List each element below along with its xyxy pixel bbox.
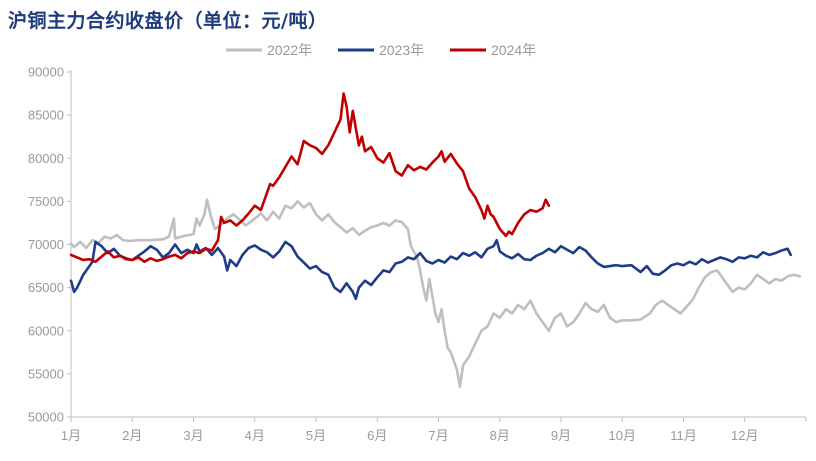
series-lines (69, 92, 802, 389)
y-tick-label: 50000 (28, 410, 64, 425)
x-tick-label: 8月 (490, 428, 510, 443)
y-tick-label: 80000 (28, 151, 64, 166)
legend-label: 2022年 (267, 42, 312, 58)
y-tick-label: 90000 (28, 65, 64, 80)
legend-item: 2024年 (450, 42, 536, 58)
x-tick-label: 4月 (245, 428, 265, 443)
y-tick-label: 75000 (28, 194, 64, 209)
x-tick-label: 11月 (670, 428, 697, 443)
legend-label: 2024年 (491, 42, 536, 58)
chart-title: 沪铜主力合约收盘价（单位：元/吨） (8, 10, 328, 32)
x-tick-label: 10月 (609, 428, 636, 443)
y-tick-label: 60000 (28, 323, 64, 338)
y-axis: 90000 85000 80000 75000 70000 65000 60000 55000… (28, 65, 72, 425)
x-axis: 1月 2月 3月 4月 5月 6月 7月 8月 9月 10月 11月 12月 (61, 416, 807, 443)
y-tick-label: 55000 (28, 366, 64, 381)
x-tick-label: 1月 (61, 428, 81, 443)
series-line-2 (69, 92, 551, 264)
y-tick-label: 65000 (28, 280, 64, 295)
x-tick-label: 7月 (428, 428, 448, 443)
legend: 2022年 2023年 2024年 (226, 42, 536, 58)
x-tick-label: 12月 (731, 428, 758, 443)
series-line-1 (69, 238, 792, 301)
x-tick-label: 9月 (551, 428, 571, 443)
x-tick-label: 3月 (183, 428, 203, 443)
x-tick-label: 6月 (367, 428, 387, 443)
y-tick-label: 70000 (28, 237, 64, 252)
legend-label: 2023年 (379, 42, 424, 58)
legend-item: 2023年 (338, 42, 424, 58)
series-line-0 (69, 198, 802, 389)
x-tick-label: 2月 (122, 428, 142, 443)
x-tick-label: 5月 (306, 428, 326, 443)
legend-item: 2022年 (226, 42, 312, 58)
y-tick-label: 85000 (28, 108, 64, 123)
